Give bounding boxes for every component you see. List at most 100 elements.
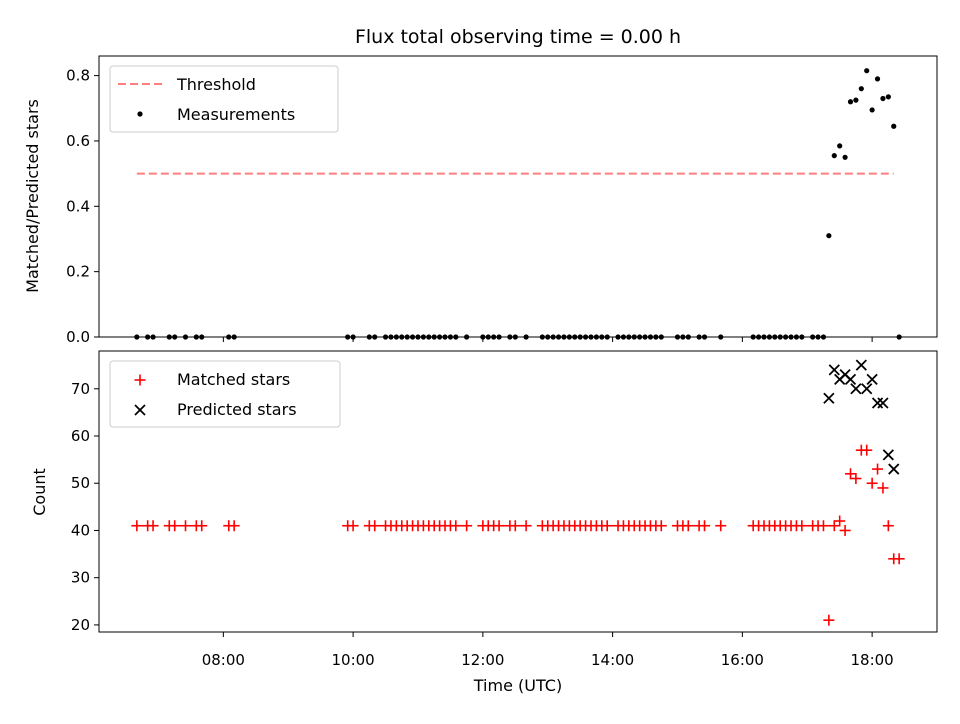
count-plot-frame	[98, 350, 938, 633]
legend-matched-swatch	[134, 374, 146, 386]
predicted-point-1	[828, 364, 840, 376]
count-legend-frame	[109, 360, 341, 428]
predicted-point-7-b	[861, 383, 873, 395]
matched-point-76	[817, 520, 829, 532]
ratio-y-axis-label: Matched/Predicted stars	[23, 99, 42, 293]
matched-point-80	[839, 524, 851, 536]
matched-point-27	[450, 520, 462, 532]
predicted-point-5	[850, 383, 862, 395]
predicted-point-11-b	[882, 449, 894, 461]
ratio-legend-frame	[109, 65, 339, 133]
predicted-point-10-b	[877, 397, 889, 409]
predicted-point-7	[861, 383, 873, 395]
ratio-plot-frame	[98, 55, 938, 338]
chart-title: Flux total observing time = 0.00 h	[355, 26, 681, 48]
measurement-point-86	[874, 76, 881, 82]
matched-point-11	[347, 520, 359, 532]
matched-point-2	[147, 520, 159, 532]
matched-point-35	[520, 520, 532, 532]
matched-point-28	[461, 520, 473, 532]
predicted-point-8-b	[866, 373, 878, 385]
matched-point-62	[699, 520, 711, 532]
ratio-y-tick-label-4: 0.8	[66, 67, 90, 85]
matched-point-32	[493, 520, 505, 532]
matched-point-13	[369, 520, 381, 532]
matched-point-63	[715, 520, 727, 532]
matched-point-57	[655, 520, 667, 532]
count-y-tick-label-4: 60	[71, 427, 90, 445]
measurement-point-79	[837, 143, 843, 149]
predicted-point-12	[888, 463, 900, 475]
matched-point-73	[796, 520, 808, 532]
matched-point-9	[228, 520, 240, 532]
ratio-panel: 0.0 0.2 0.4 0.6 0.8 Threshold Measurements Ma…	[23, 55, 938, 346]
legend-predicted-swatch-b	[134, 404, 146, 416]
measurement-point-89	[891, 123, 897, 129]
count-y-axis-label: Count	[30, 468, 49, 516]
matched-point-88	[882, 520, 894, 532]
matched-point-84	[861, 444, 873, 456]
matched-point-48	[601, 520, 613, 532]
predicted-point-6	[855, 359, 867, 371]
count-y-tick-label-5: 70	[71, 380, 90, 398]
matched-point-77	[823, 614, 835, 626]
matched-point-78	[828, 520, 840, 532]
count-series-layer	[131, 359, 905, 626]
predicted-point-4-b	[844, 373, 857, 385]
matched-point-87	[877, 482, 889, 494]
count-y-tick-label-1: 30	[71, 569, 90, 587]
measurement-point-81	[847, 99, 854, 105]
matched-point-7	[196, 520, 208, 532]
predicted-point-4	[844, 373, 857, 385]
matched-point-90	[893, 553, 905, 565]
predicted-point-3-b	[839, 368, 851, 381]
ratio-y-tick-label-1: 0.2	[66, 263, 90, 281]
predicted-point-10	[877, 397, 889, 409]
ratio-y-tick-label-2: 0.4	[66, 197, 90, 215]
matched-point-86	[872, 463, 884, 475]
matched-point-85	[866, 477, 878, 489]
legend-threshold-label: Threshold	[176, 75, 256, 94]
matched-point-82	[850, 473, 862, 485]
count-x-tick-label-3: 14:00	[591, 651, 634, 669]
legend-measurements-swatch	[137, 111, 143, 117]
count-axis-layer: 20 30 40 50 60 70 08:00 10:00 12:00 14:00 16:00 18:…	[71, 350, 938, 669]
measurement-point-85	[869, 107, 875, 113]
legend-matched-label: Matched stars	[177, 370, 290, 389]
measurement-point-77	[826, 233, 832, 239]
measurement-point-80	[842, 154, 848, 160]
matched-point-4	[169, 520, 181, 532]
predicted-point-0-b	[823, 392, 835, 404]
ratio-axis-layer: 0.0 0.2 0.4 0.6 0.8	[66, 55, 938, 346]
matched-point-60	[682, 520, 694, 532]
predicted-point-0	[823, 392, 835, 404]
predicted-point-8	[866, 373, 878, 385]
legend-predicted-label: Predicted stars	[177, 400, 297, 419]
matched-point-81	[844, 468, 856, 480]
measurement-point-82	[853, 97, 859, 103]
count-panel: 20 30 40 50 60 70 08:00 10:00 12:00 14:00 16:00 18:…	[30, 350, 938, 695]
matched-point-79	[834, 515, 846, 527]
measurement-point-87	[880, 95, 886, 102]
count-x-tick-label-4: 16:00	[721, 651, 764, 669]
count-y-tick-label-0: 20	[71, 616, 90, 634]
count-x-tick-label-2: 12:00	[461, 651, 504, 669]
count-y-tick-label-2: 40	[71, 521, 90, 539]
predicted-point-5-b	[850, 383, 862, 395]
matched-point-0	[131, 520, 143, 532]
legend-predicted-swatch	[134, 404, 146, 416]
count-legend: Matched stars Predicted stars	[109, 360, 341, 428]
count-y-tick-label-3: 50	[71, 474, 90, 492]
matched-point-5	[180, 520, 192, 532]
measurement-point-84	[864, 68, 870, 74]
measurement-point-83	[858, 86, 864, 92]
ratio-legend: Threshold Measurements	[109, 65, 339, 133]
time-x-axis-label: Time (UTC)	[473, 676, 562, 695]
measurement-point-78	[831, 153, 837, 159]
predicted-point-1-b	[828, 364, 840, 376]
measurement-point-88	[885, 94, 891, 100]
predicted-point-11	[882, 449, 894, 461]
count-x-tick-label-5: 18:00	[851, 651, 894, 669]
